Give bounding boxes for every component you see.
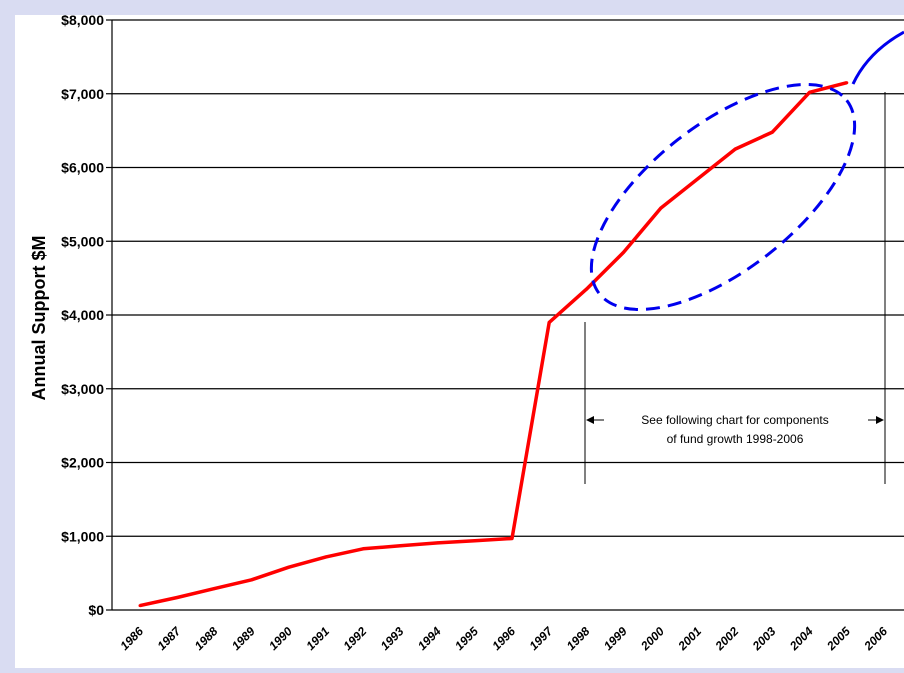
series-layer: [138, 81, 849, 608]
highlight-arc: [851, 30, 904, 85]
data-point: [733, 147, 737, 151]
data-point: [659, 206, 663, 210]
data-point: [696, 177, 700, 181]
y-tick-label: $0: [88, 602, 104, 618]
y-tick-label: $8,000: [61, 12, 104, 28]
data-point: [547, 320, 551, 324]
highlight-layer: [589, 30, 904, 311]
data-point: [510, 536, 514, 540]
data-point: [138, 604, 142, 608]
plot-background: [15, 15, 904, 668]
y-tick-label: $3,000: [61, 381, 104, 397]
data-point: [770, 130, 774, 134]
data-point: [250, 578, 254, 582]
data-point: [808, 90, 812, 94]
y-tick-label: $1,000: [61, 528, 104, 544]
data-point: [436, 541, 440, 545]
y-tick-label: $7,000: [61, 86, 104, 102]
y-tick-label: $5,000: [61, 233, 104, 249]
data-point: [622, 250, 626, 254]
y-tick-labels: $0 $1,000 $2,000 $3,000 $4,000 $5,000 $6,000 $7…: [61, 12, 104, 618]
y-axis-label: Annual Support $M: [29, 236, 49, 401]
annotation-arrowhead-right: [876, 416, 884, 424]
annotation-text-line2: of fund growth 1998-2006: [667, 432, 804, 446]
y-tick-label: $6,000: [61, 160, 104, 176]
annotation-text-line1: See following chart for components: [641, 413, 828, 427]
data-point: [845, 81, 849, 85]
highlight-ellipse: [589, 83, 857, 311]
y-tick-label: $2,000: [61, 455, 104, 471]
data-point: [324, 555, 328, 559]
data-point: [584, 287, 588, 291]
y-tick-label: $4,000: [61, 307, 104, 323]
data-point: [473, 539, 477, 543]
data-point: [361, 547, 365, 551]
series-line: [139, 81, 848, 608]
data-point: [398, 544, 402, 548]
growth-annotation: See following chart for components of fu…: [584, 92, 886, 484]
annotation-arrowhead-left: [586, 416, 594, 424]
data-point: [212, 587, 216, 591]
gridlines: [106, 19, 904, 611]
data-point: [175, 595, 179, 599]
data-point: [287, 565, 291, 569]
